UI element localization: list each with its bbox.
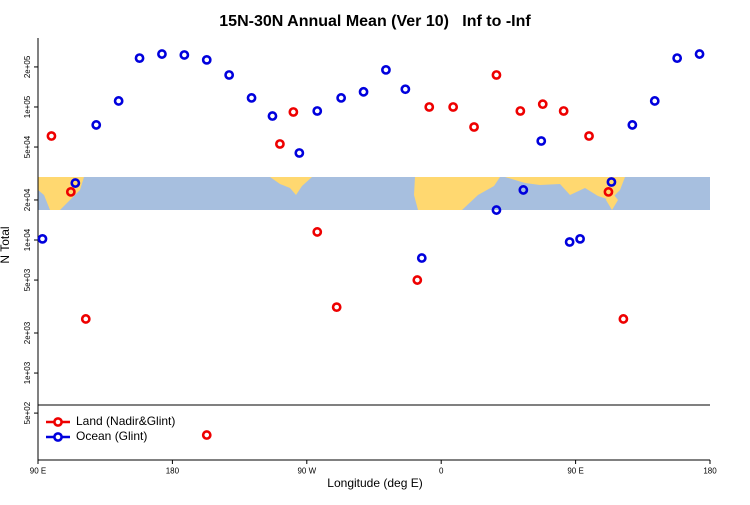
y-tick-label: 5e+04 (23, 135, 32, 158)
x-tick-label: 180 (166, 467, 180, 476)
chart-title: 15N-30N Annual Mean (Ver 10) Inf to -Inf (219, 13, 531, 30)
y-tick-label: 2e+05 (23, 55, 32, 78)
legend-label: Land (Nadir&Glint) (76, 414, 175, 428)
point (412, 275, 423, 285)
point (312, 227, 323, 237)
y-tick-label: 2e+04 (23, 188, 32, 211)
point (179, 50, 190, 60)
point (491, 205, 502, 215)
point (80, 314, 91, 324)
point (627, 120, 638, 130)
point (618, 314, 629, 324)
point (672, 53, 683, 64)
point (491, 70, 502, 80)
point (448, 102, 459, 112)
point (584, 131, 594, 141)
point (224, 70, 235, 80)
point (201, 54, 212, 65)
point (275, 139, 285, 149)
point (537, 99, 548, 110)
point (134, 53, 145, 64)
point (649, 96, 660, 106)
point (694, 49, 705, 59)
point (469, 122, 479, 132)
point (312, 106, 323, 116)
point (536, 136, 547, 146)
point (603, 186, 614, 197)
y-tick-label: 1e+05 (23, 95, 32, 118)
y-tick-label: 2e+03 (23, 321, 32, 344)
point (358, 86, 369, 97)
point (246, 93, 257, 103)
point (381, 64, 391, 75)
point (91, 120, 102, 130)
point (336, 93, 347, 103)
legend-marker (53, 432, 63, 442)
x-tick-label: 90 E (567, 467, 583, 476)
y-tick-label: 5e+02 (23, 401, 32, 424)
point (157, 49, 167, 59)
point (70, 178, 81, 188)
point (515, 106, 526, 116)
point (294, 148, 305, 158)
y-axis-label: N Total (0, 226, 12, 263)
point (558, 106, 569, 116)
x-tick-label: 90 W (297, 467, 316, 476)
point (416, 253, 427, 263)
y-tick-label: 1e+04 (23, 228, 32, 251)
point (46, 131, 57, 141)
legend-marker (53, 417, 63, 427)
point (575, 233, 585, 244)
point (564, 237, 575, 247)
point (201, 430, 212, 440)
x-axis-label: Longitude (deg E) (327, 476, 422, 490)
point (267, 111, 278, 121)
y-tick-label: 5e+03 (23, 268, 32, 291)
point (65, 186, 76, 197)
point (400, 84, 411, 95)
point (37, 233, 48, 244)
point (518, 185, 529, 195)
point (606, 177, 617, 187)
y-tick-label: 1e+03 (23, 361, 32, 384)
x-tick-label: 90 E (30, 467, 46, 476)
x-tick-label: 0 (439, 467, 444, 476)
point (424, 102, 435, 112)
map-strip (38, 177, 710, 210)
legend-label: Ocean (Glint) (76, 429, 147, 443)
point (331, 302, 342, 313)
x-tick-label: 180 (703, 467, 717, 476)
point (288, 107, 299, 117)
point (113, 96, 124, 106)
